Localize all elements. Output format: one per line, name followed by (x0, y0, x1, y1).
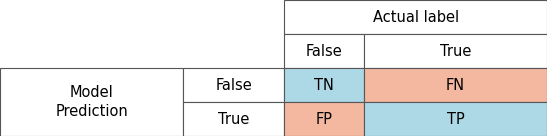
Text: TP: TP (446, 112, 464, 126)
Bar (0, 68, 183, 136)
Bar (284, 0, 547, 34)
Text: False: False (216, 78, 252, 92)
Bar (364, 102, 547, 136)
Bar (183, 102, 284, 136)
Text: False: False (306, 44, 342, 58)
Text: Actual label: Actual label (373, 10, 459, 24)
Bar (284, 34, 364, 68)
Text: True: True (440, 44, 471, 58)
Bar (364, 68, 547, 102)
Bar (183, 68, 284, 102)
Bar (364, 34, 547, 68)
Text: TN: TN (314, 78, 334, 92)
Bar (284, 68, 364, 102)
Text: True: True (218, 112, 249, 126)
Text: FP: FP (316, 112, 333, 126)
Text: FN: FN (446, 78, 465, 92)
Text: Model
Prediction: Model Prediction (55, 85, 128, 119)
Bar (284, 102, 364, 136)
